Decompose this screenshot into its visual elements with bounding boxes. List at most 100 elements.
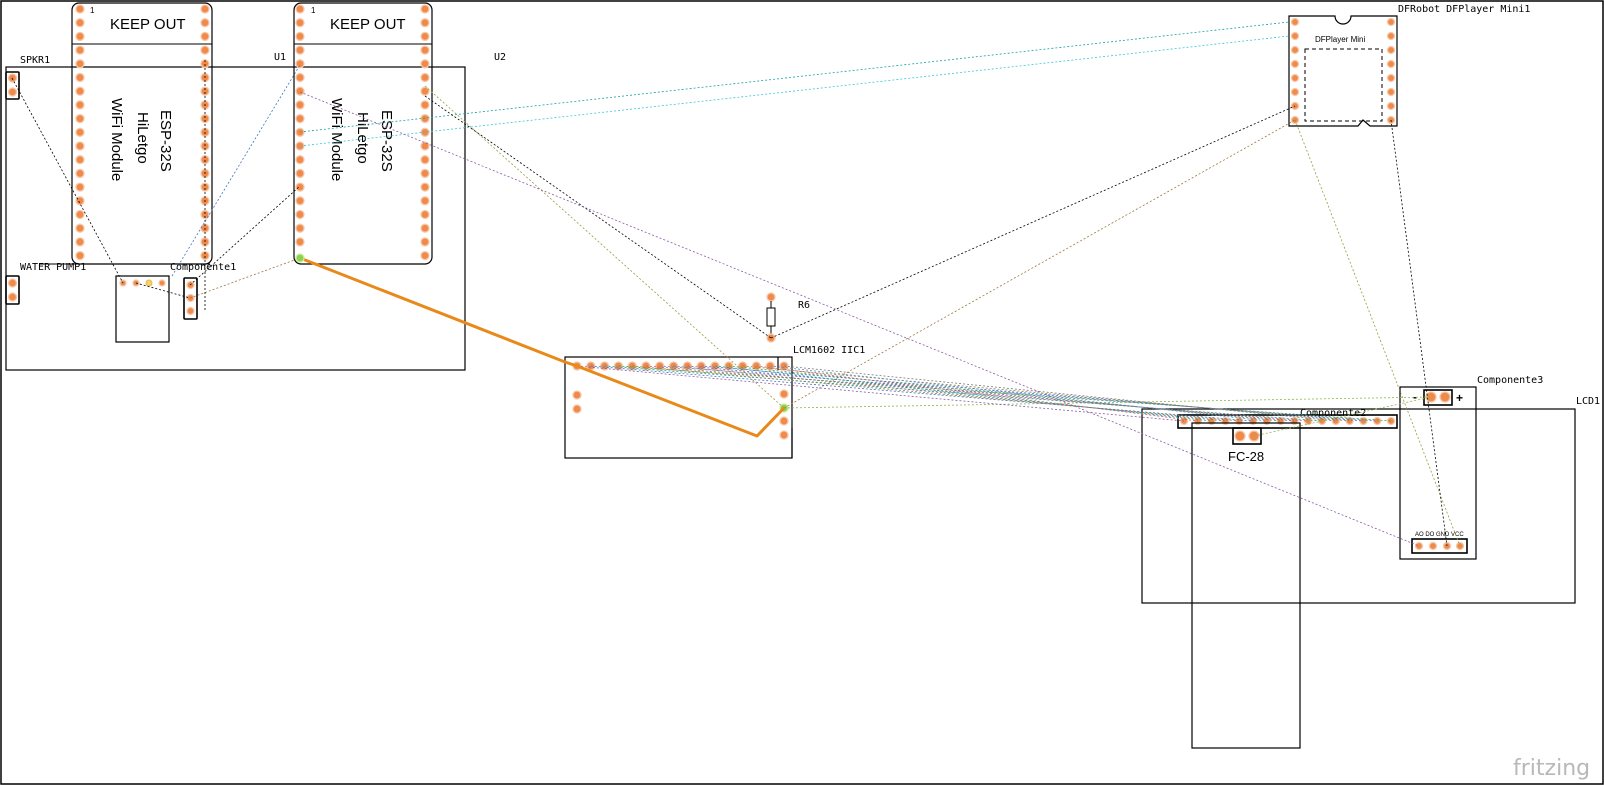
pad[interactable]	[75, 45, 85, 55]
pad[interactable]	[1290, 87, 1300, 97]
pad[interactable]	[1386, 31, 1396, 41]
pad[interactable]	[295, 4, 305, 14]
pad[interactable]	[420, 155, 430, 165]
pad[interactable]	[420, 45, 430, 55]
pad[interactable]	[420, 182, 430, 192]
componente1-connector[interactable]	[183, 277, 198, 320]
pad[interactable]	[1290, 17, 1300, 27]
pad[interactable]	[1386, 87, 1396, 97]
pad[interactable]	[295, 196, 305, 206]
pad[interactable]	[420, 18, 430, 28]
pad[interactable]	[75, 72, 85, 83]
esp32-module-u2[interactable]: KEEP OUT 1 ESP-32S HiLetgo WiFi Module	[293, 2, 433, 265]
pad[interactable]	[295, 209, 305, 220]
pad[interactable]	[420, 72, 430, 83]
pad[interactable]	[1290, 59, 1300, 69]
pad[interactable]	[420, 59, 430, 69]
pad[interactable]	[75, 31, 85, 42]
pad[interactable]	[295, 223, 305, 233]
pad[interactable]	[75, 86, 85, 96]
pad[interactable]	[200, 113, 210, 124]
routed-trace[interactable]	[299, 256, 786, 438]
dfplayer-mini-module[interactable]: DFPlayer Mini	[1288, 15, 1398, 127]
pad[interactable]	[75, 59, 85, 69]
pad[interactable]	[1386, 45, 1396, 55]
pad[interactable]	[1386, 17, 1396, 27]
pad[interactable]	[1386, 59, 1396, 69]
pad[interactable]	[75, 18, 85, 28]
pad[interactable]	[420, 250, 430, 261]
pad[interactable]	[295, 59, 305, 69]
pad[interactable]	[75, 237, 85, 247]
pad[interactable]	[75, 113, 85, 124]
sensor-module-small[interactable]	[115, 275, 170, 343]
pad[interactable]	[420, 196, 430, 206]
pad[interactable]	[75, 127, 85, 137]
pad[interactable]	[200, 182, 210, 192]
water-pump-connector[interactable]	[5, 275, 20, 305]
componente3-sensor[interactable]: - + AO DO GND VCC	[1399, 386, 1477, 560]
carrier-board-outline	[5, 66, 466, 371]
pad[interactable]	[295, 31, 305, 42]
pad[interactable]	[200, 4, 210, 14]
pad[interactable]	[1290, 45, 1300, 55]
pad[interactable]	[75, 100, 85, 110]
pad[interactable]	[420, 168, 430, 179]
pad[interactable]	[200, 31, 210, 42]
pad[interactable]	[75, 141, 85, 151]
keep-out-label: KEEP OUT	[330, 16, 406, 33]
pad[interactable]	[75, 4, 85, 14]
pad[interactable]	[75, 182, 85, 192]
ratsnest-wire	[687, 365, 1295, 422]
pad[interactable]	[295, 168, 305, 179]
pad[interactable]	[200, 250, 210, 261]
pad[interactable]	[295, 155, 305, 165]
pad[interactable]	[295, 45, 305, 55]
pad[interactable]	[200, 86, 210, 96]
pad[interactable]	[420, 141, 430, 151]
ratsnest-wire	[742, 365, 1350, 422]
pad[interactable]	[420, 31, 430, 42]
pad[interactable]	[1290, 73, 1300, 83]
pad[interactable]	[75, 168, 85, 179]
lcd1-outline[interactable]	[1141, 408, 1576, 604]
componente3-label: Componente3	[1477, 375, 1543, 386]
pad[interactable]	[1386, 416, 1396, 426]
pad[interactable]	[420, 113, 430, 124]
pad[interactable]	[75, 155, 85, 165]
esp32-module-u1[interactable]: KEEP OUT 1 ESP-32S HiLetgo WiFi Module	[71, 2, 213, 265]
pad[interactable]	[200, 59, 210, 69]
pad[interactable]	[295, 237, 305, 247]
pad[interactable]	[420, 100, 430, 110]
pad[interactable]	[75, 223, 85, 233]
pad[interactable]	[420, 86, 430, 96]
pad[interactable]	[1386, 73, 1396, 83]
pad[interactable]	[295, 86, 305, 96]
pad[interactable]	[420, 223, 430, 233]
pad[interactable]	[1290, 31, 1300, 41]
pad[interactable]	[420, 209, 430, 220]
pad[interactable]	[295, 127, 305, 137]
pad[interactable]	[420, 4, 430, 14]
esp-desc: WiFi Module	[108, 98, 125, 181]
pad[interactable]	[200, 155, 210, 165]
fc28-soil-sensor[interactable]: FC-28	[1191, 422, 1301, 749]
pad[interactable]	[295, 182, 305, 192]
pad[interactable]	[295, 113, 305, 124]
pad[interactable]	[1386, 101, 1396, 111]
pad[interactable]	[420, 237, 430, 247]
pin-row-label: AO DO GND VCC	[1415, 532, 1464, 538]
pad[interactable]	[75, 209, 85, 220]
pad[interactable]	[295, 100, 305, 110]
spkr-connector[interactable]	[5, 71, 20, 100]
pad[interactable]	[200, 45, 210, 55]
pad[interactable]	[200, 209, 210, 220]
ratsnest-wire	[590, 365, 1254, 422]
pad[interactable]	[75, 250, 85, 261]
pad[interactable]	[75, 196, 85, 206]
pad[interactable]	[295, 72, 305, 83]
pad[interactable]	[200, 18, 210, 28]
resistor-r6[interactable]	[766, 292, 776, 343]
pad[interactable]	[295, 18, 305, 28]
